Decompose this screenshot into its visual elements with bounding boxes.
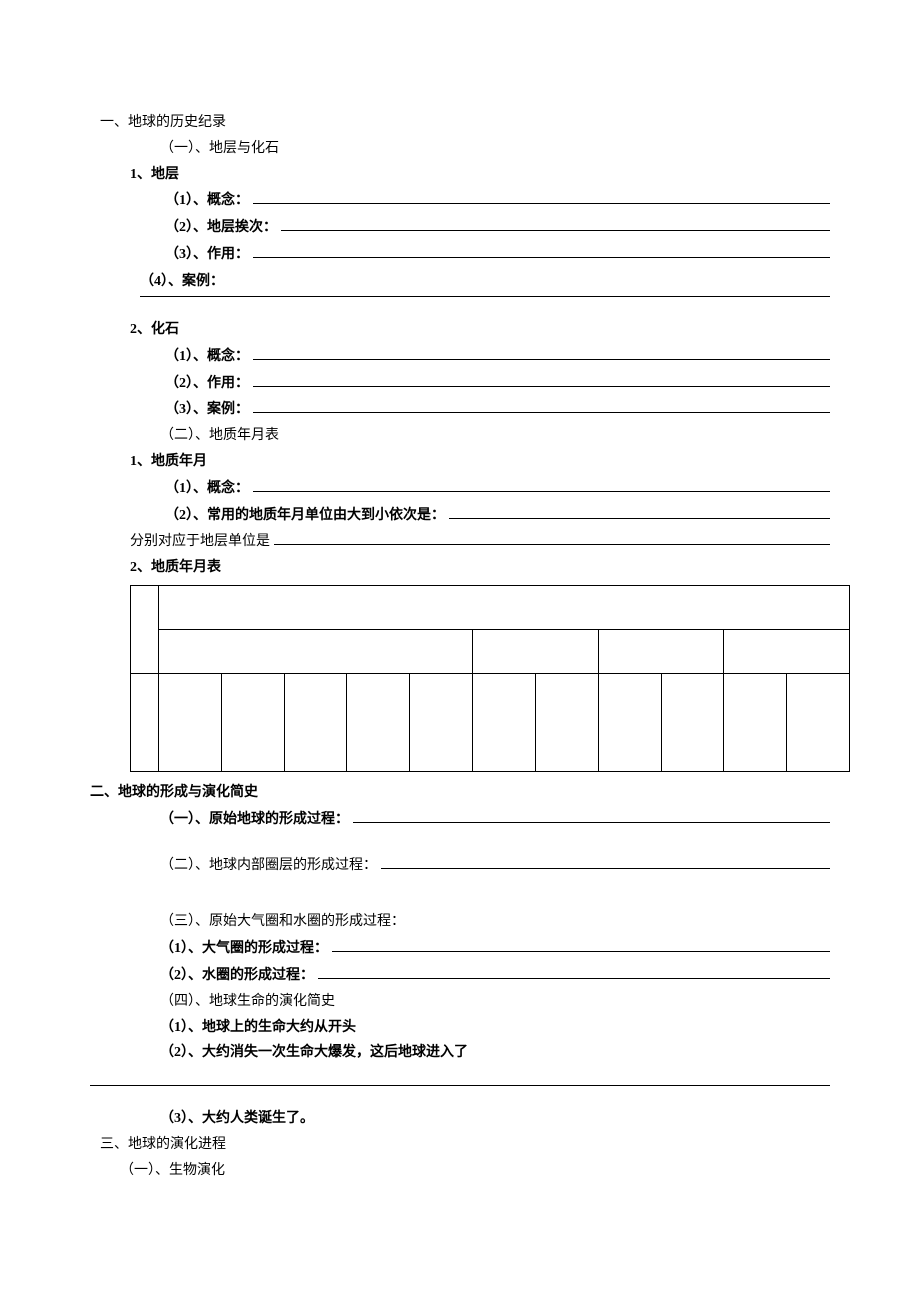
section2-sub3: （三）、原始大气圈和水圈的形成过程： xyxy=(90,909,830,935)
table-cell xyxy=(131,586,159,674)
blank-line xyxy=(253,370,830,387)
item3-1-label: （1）、概念： xyxy=(165,476,249,502)
item2-3-label: （3）、案例： xyxy=(165,397,249,423)
section2-sub4-2: （2）、大约消失一次生命大爆发，这后地球进入了 xyxy=(90,1040,830,1066)
table-cell xyxy=(598,630,724,674)
blank-line xyxy=(274,529,830,546)
item3-extra-label: 分别对应于地层单位是 xyxy=(130,529,270,555)
item2-2-label: （2）、作用： xyxy=(165,371,249,397)
item1-2: （2）、地层挨次： xyxy=(90,214,830,241)
section2-sub4: （四）、地球生命的演化简史 xyxy=(90,989,830,1015)
table-cell xyxy=(535,674,598,772)
item4-heading: 2、地质年月表 xyxy=(90,555,830,581)
table-cell xyxy=(159,674,222,772)
document-body: 一、地球的历史纪录 （一）、地层与化石 1、地层 （1）、概念： （2）、地层挨… xyxy=(90,110,830,1184)
item1-4: （4）、案例： xyxy=(140,268,830,298)
section2-sub2-label: （二）、地球内部圈层的形成过程： xyxy=(160,853,377,879)
blank-line xyxy=(228,268,830,285)
section2-heading: 二、地球的形成与演化简史 xyxy=(90,780,830,806)
item2-1: （1）、概念： xyxy=(90,343,830,370)
blank-line xyxy=(253,475,830,492)
blank-line-full xyxy=(90,1066,830,1086)
item3-2-label: （2）、常用的地质年月单位由大到小依次是： xyxy=(165,503,445,529)
table-cell xyxy=(661,674,724,772)
table-cell xyxy=(473,674,536,772)
blank-line xyxy=(253,188,830,205)
section2-sub2: （二）、地球内部圈层的形成过程： xyxy=(90,853,830,880)
table-cell xyxy=(131,674,159,772)
section1-heading: 一、地球的历史纪录 xyxy=(90,110,830,136)
section3-sub1: （一）、生物演化 xyxy=(90,1158,830,1184)
blank-line xyxy=(253,241,830,258)
blank-line xyxy=(281,214,830,231)
item2-1-label: （1）、概念： xyxy=(165,344,249,370)
table-cell xyxy=(724,630,850,674)
item1-2-label: （2）、地层挨次： xyxy=(165,215,277,241)
item1-heading: 1、地层 xyxy=(90,162,830,188)
section2-sub3-1: （1）、大气圈的形成过程： xyxy=(90,935,830,962)
section2-sub1: （一）、原始地球的形成过程： xyxy=(90,806,830,833)
item3-heading: 1、地质年月 xyxy=(90,449,830,475)
blank-line xyxy=(449,502,830,519)
table-cell xyxy=(221,674,284,772)
table-cell xyxy=(159,586,850,630)
item3-2: （2）、常用的地质年月单位由大到小依次是： xyxy=(90,502,830,529)
item1-3-label: （3）、作用： xyxy=(165,242,249,268)
section2-sub4-3: （3）、大约人类诞生了。 xyxy=(90,1106,830,1132)
geologic-table xyxy=(130,585,850,772)
table-cell xyxy=(284,674,347,772)
blank-line xyxy=(253,397,830,414)
table-cell xyxy=(787,674,850,772)
table-cell xyxy=(598,674,661,772)
table-cell xyxy=(724,674,787,772)
item2-2: （2）、作用： xyxy=(90,370,830,397)
blank-line xyxy=(353,806,830,823)
table-cell xyxy=(159,630,473,674)
item3-extra: 分别对应于地层单位是 xyxy=(90,529,830,556)
blank-line xyxy=(318,962,830,979)
section2-sub3-1-label: （1）、大气圈的形成过程： xyxy=(160,936,328,962)
section1-sub2: （二）、地质年月表 xyxy=(90,423,830,449)
section2-sub1-label: （一）、原始地球的形成过程： xyxy=(160,807,349,833)
item2-heading: 2、化石 xyxy=(90,317,830,343)
item1-3: （3）、作用： xyxy=(90,241,830,268)
section3-heading: 三、地球的演化进程 xyxy=(90,1132,830,1158)
table-cell xyxy=(473,630,599,674)
blank-line xyxy=(381,853,830,870)
item1-1: （1）、概念： xyxy=(90,188,830,215)
section1-sub1: （一）、地层与化石 xyxy=(90,136,830,162)
item2-3: （3）、案例： xyxy=(90,397,830,424)
blank-line xyxy=(332,935,830,952)
table-cell xyxy=(347,674,410,772)
item3-1: （1）、概念： xyxy=(90,475,830,502)
section2-sub3-2: （2）、水圈的形成过程： xyxy=(90,962,830,989)
item1-1-label: （1）、概念： xyxy=(165,188,249,214)
blank-line xyxy=(253,343,830,360)
section2-sub4-1: （1）、地球上的生命大约从开头 xyxy=(90,1015,830,1041)
section2-sub3-2-label: （2）、水圈的形成过程： xyxy=(160,963,314,989)
item1-4-label: （4）、案例： xyxy=(140,269,224,295)
table-cell xyxy=(410,674,473,772)
